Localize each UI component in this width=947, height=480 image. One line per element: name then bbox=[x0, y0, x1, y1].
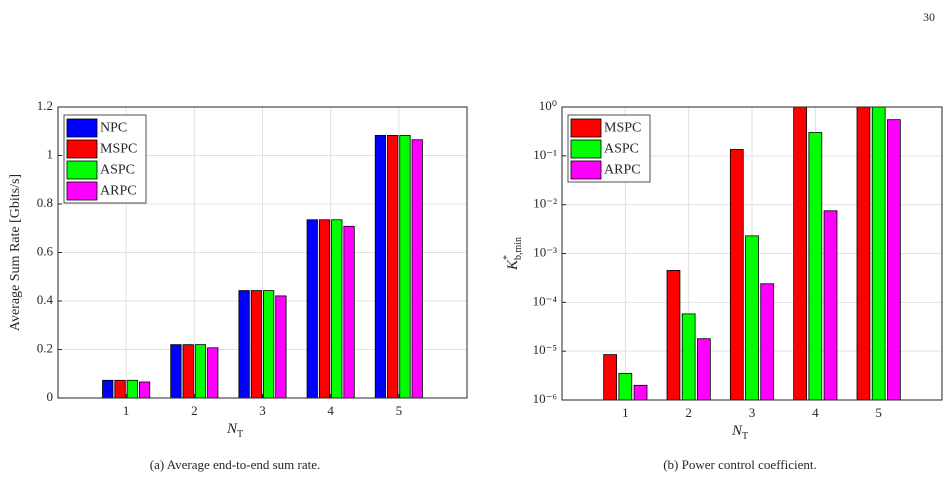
axis-label-base: N bbox=[731, 423, 743, 439]
bar bbox=[207, 347, 219, 399]
y-tick-label: 0 bbox=[47, 389, 54, 404]
bar bbox=[603, 354, 617, 401]
axes-box bbox=[561, 106, 943, 401]
x-tick-label: 2 bbox=[191, 403, 198, 418]
bar bbox=[633, 384, 648, 401]
legend-label: ASPC bbox=[100, 163, 135, 178]
bar bbox=[238, 290, 250, 399]
y-tick-label: 10⁻⁵ bbox=[533, 342, 557, 357]
axis-label: K*b,min bbox=[502, 237, 524, 271]
bar bbox=[887, 119, 901, 401]
chart: 0 0.2 0.4 0.6 0.8 1 1.2 1 2 3 4 5 NPC MSPC ASPC ARPC bbox=[37, 98, 468, 418]
y-tick-label: 10⁻⁶ bbox=[533, 391, 557, 406]
bar bbox=[275, 295, 287, 399]
bar bbox=[697, 338, 711, 401]
caption: (b) Power control coefficient. bbox=[663, 457, 817, 472]
legend-label: ARPC bbox=[100, 184, 137, 199]
y-tick-label: 1.2 bbox=[37, 98, 53, 113]
y-tick-label: 10⁻¹ bbox=[533, 147, 557, 162]
bar bbox=[871, 106, 886, 401]
bar bbox=[318, 219, 331, 399]
axis-label-sup: * bbox=[502, 255, 513, 260]
bar bbox=[681, 313, 696, 401]
legend-label: MSPC bbox=[604, 121, 641, 136]
bar bbox=[114, 379, 126, 399]
legend-swatch bbox=[66, 139, 98, 159]
bar bbox=[856, 106, 871, 401]
x-tick-label: 1 bbox=[123, 403, 130, 418]
y-tick-label: 0.4 bbox=[37, 292, 54, 307]
axis-label-sub: b,min bbox=[513, 237, 524, 260]
bar bbox=[170, 344, 182, 399]
y-tick-label: 10⁻⁴ bbox=[533, 293, 558, 308]
y-tick-label: 0.6 bbox=[37, 243, 54, 258]
x-tick-label: 3 bbox=[259, 403, 266, 418]
bar bbox=[760, 283, 775, 401]
y-tick-label: 10⁻² bbox=[533, 196, 557, 211]
bar bbox=[729, 149, 744, 401]
legend-swatch bbox=[570, 118, 602, 138]
page-number: 30 bbox=[923, 10, 935, 24]
bar bbox=[250, 290, 262, 399]
bar bbox=[126, 379, 138, 399]
bar bbox=[374, 134, 387, 399]
bar bbox=[666, 270, 681, 401]
bar bbox=[618, 373, 633, 401]
bar bbox=[745, 235, 759, 401]
legend-swatch bbox=[66, 160, 98, 180]
axes-box bbox=[57, 106, 468, 399]
y-tick-label: 0.2 bbox=[37, 340, 53, 355]
axis-label: NT bbox=[226, 421, 243, 440]
bar bbox=[808, 132, 823, 401]
y-tick-label: 1 bbox=[47, 146, 54, 161]
bar bbox=[182, 344, 194, 399]
y-tick-label: 10⁻³ bbox=[533, 244, 557, 259]
bar bbox=[138, 381, 151, 399]
y-axis-label: Average Sum Rate [Gbits/s] bbox=[8, 174, 23, 331]
bar bbox=[102, 379, 114, 399]
bar bbox=[331, 219, 343, 399]
x-tick-label: 5 bbox=[396, 403, 403, 418]
bar bbox=[263, 290, 275, 399]
caption: (a) Average end-to-end sum rate. bbox=[150, 457, 321, 472]
legend-label: NPC bbox=[100, 121, 127, 136]
bar bbox=[399, 134, 411, 399]
x-tick-label: 5 bbox=[875, 405, 882, 420]
x-tick-label: 3 bbox=[749, 405, 756, 420]
y-tick-label: 10⁰ bbox=[539, 98, 557, 113]
legend-swatch bbox=[570, 160, 602, 180]
bar bbox=[411, 139, 423, 399]
x-tick-label: 2 bbox=[685, 405, 692, 420]
chart: 10⁻⁶ 10⁻⁵ 10⁻⁴ 10⁻³ 10⁻² 10⁻¹ 10⁰ 1 2 3 4 5 MSPC ASPC… bbox=[533, 98, 943, 420]
x-tick-label: 4 bbox=[812, 405, 819, 420]
axis-label-base: N bbox=[226, 421, 238, 437]
axis-label-base: K bbox=[505, 259, 521, 271]
legend-label: ARPC bbox=[604, 163, 641, 178]
y-tick-label: 0.8 bbox=[37, 195, 53, 210]
bar bbox=[343, 225, 355, 399]
legend-label: ASPC bbox=[604, 142, 639, 157]
legend-swatch bbox=[570, 139, 602, 159]
legend-label: MSPC bbox=[100, 142, 137, 157]
legend-swatch bbox=[66, 181, 98, 201]
bar bbox=[387, 134, 399, 399]
x-tick-label: 4 bbox=[327, 403, 334, 418]
x-tick-label: 1 bbox=[622, 405, 629, 420]
axis-label: NT bbox=[731, 423, 748, 442]
axis-label-sub: T bbox=[742, 431, 748, 442]
axis-label-sub: T bbox=[237, 429, 243, 440]
bar bbox=[823, 210, 838, 401]
bar bbox=[793, 106, 807, 401]
bar bbox=[306, 219, 318, 399]
bar bbox=[194, 344, 207, 399]
legend-swatch bbox=[66, 118, 98, 138]
